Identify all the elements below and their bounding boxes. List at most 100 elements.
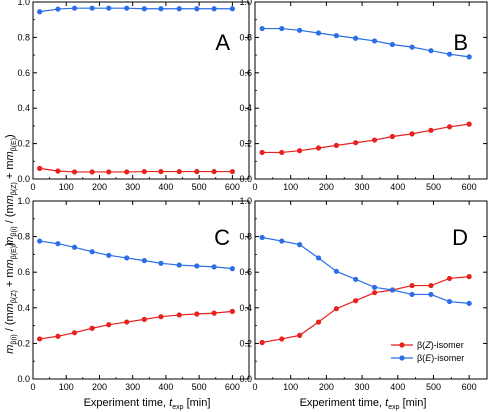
data-point-z: [297, 332, 303, 338]
data-point-z: [176, 168, 182, 175]
y-tick-label: 0.4: [239, 103, 252, 113]
x-tick-label: 600: [225, 382, 240, 392]
data-point-e: [333, 268, 339, 274]
data-point-z: [371, 290, 378, 296]
data-point-e: [428, 291, 434, 298]
x-tick-label: 0: [252, 382, 257, 392]
series-line-e: [39, 240, 233, 270]
legend-marker-e: [399, 355, 405, 361]
x-tick-label: 400: [390, 382, 405, 392]
x-tick-label: 0: [30, 382, 35, 392]
data-point-z: [71, 169, 78, 175]
x-tick-label: 300: [125, 182, 140, 192]
x-tick-label: 400: [158, 382, 173, 392]
x-tick-label: 400: [158, 182, 173, 192]
data-point-z: [211, 168, 217, 175]
x-tick-label: 500: [426, 182, 441, 192]
data-point-e: [428, 48, 434, 54]
y-tick-label: 0.0: [239, 374, 252, 384]
data-point-z: [141, 168, 147, 175]
y-tick-label: 0.2: [239, 139, 252, 149]
y-tick-label: 0.8: [17, 232, 30, 242]
data-point-z: [211, 310, 217, 316]
x-tick-label: 300: [355, 182, 370, 192]
legend-label-z: β(Z)-isomer: [417, 340, 464, 350]
y-axis-title-lower: mβ(i) / (mmβ(Z) + mmβ(E)): [4, 242, 18, 353]
plot-frame: [32, 1, 250, 180]
data-point-z: [37, 165, 43, 171]
x-tick-label: 100: [59, 382, 74, 392]
data-point-e: [71, 244, 78, 250]
data-point-e: [389, 41, 396, 48]
y-tick-label: 0.4: [17, 303, 30, 313]
data-point-z: [259, 149, 265, 156]
data-point-z: [315, 319, 322, 325]
y-tick-label: 0.0: [17, 374, 30, 384]
data-point-e: [37, 238, 43, 244]
data-point-e: [446, 51, 453, 57]
y-tick-label: 0.6: [17, 267, 30, 277]
data-point-z: [55, 168, 61, 174]
data-point-z: [409, 131, 415, 137]
data-point-e: [315, 30, 322, 36]
data-point-e: [89, 249, 95, 255]
y-tick-label: 1.0: [239, 196, 252, 206]
data-point-e: [229, 6, 235, 12]
panel-d: 0 100 200 300 400 500 600 0.0 0.2 0.4 0.6 0.8 1.0 D: [239, 196, 488, 392]
data-point-e: [409, 291, 415, 298]
data-point-e: [71, 5, 78, 11]
y-tick-label: 0.6: [239, 68, 252, 78]
y-tick-label: 0.4: [239, 303, 252, 313]
data-point-z: [229, 168, 235, 175]
data-point-e: [315, 255, 322, 261]
data-point-e: [37, 9, 43, 15]
data-point-z: [389, 133, 396, 140]
data-point-z: [176, 312, 182, 318]
data-point-e: [297, 242, 303, 248]
data-point-z: [333, 142, 339, 148]
panel-letter: D: [452, 225, 468, 250]
data-point-z: [124, 319, 130, 325]
data-point-z: [55, 333, 61, 339]
y-tick-label: 0.6: [17, 68, 30, 78]
x-tick-label: 400: [390, 182, 405, 192]
y-tick-label: 0.2: [17, 139, 30, 149]
y-tick-label: 0.8: [239, 32, 252, 42]
data-point-e: [106, 5, 112, 11]
y-tick-label: 0.0: [17, 174, 30, 184]
y-tick-label: 0.2: [17, 338, 30, 348]
x-tick-label: 300: [355, 382, 370, 392]
x-tick-label: 200: [92, 182, 107, 192]
data-point-z: [409, 282, 415, 289]
data-point-e: [259, 234, 265, 241]
data-point-e: [259, 25, 265, 32]
x-tick-label: 100: [283, 182, 298, 192]
data-point-z: [446, 124, 453, 130]
data-point-e: [176, 262, 182, 268]
x-tick-label: 500: [192, 382, 207, 392]
data-point-z: [229, 308, 235, 314]
legend-label-e: β(E)-isomer: [417, 353, 464, 363]
x-tick-label: 600: [462, 382, 477, 392]
y-tick-label: 1.0: [239, 0, 252, 7]
data-point-z: [466, 274, 472, 280]
series-line-z: [262, 276, 470, 344]
data-point-z: [428, 282, 434, 289]
data-point-z: [106, 169, 112, 175]
data-point-e: [194, 263, 200, 269]
data-point-z: [371, 137, 378, 143]
legend: β(Z)-isomer β(E)-isomer: [391, 340, 464, 363]
data-point-e: [229, 266, 235, 272]
data-point-e: [446, 298, 453, 305]
y-tick-label: 0.8: [239, 232, 252, 242]
data-point-e: [279, 238, 285, 244]
legend-marker-z: [399, 342, 405, 348]
plot-frame: [254, 1, 488, 180]
x-tick-label: 100: [283, 382, 298, 392]
x-tick-label: 600: [462, 182, 477, 192]
data-point-e: [141, 6, 147, 12]
data-point-z: [333, 306, 339, 312]
data-point-z: [194, 168, 200, 175]
